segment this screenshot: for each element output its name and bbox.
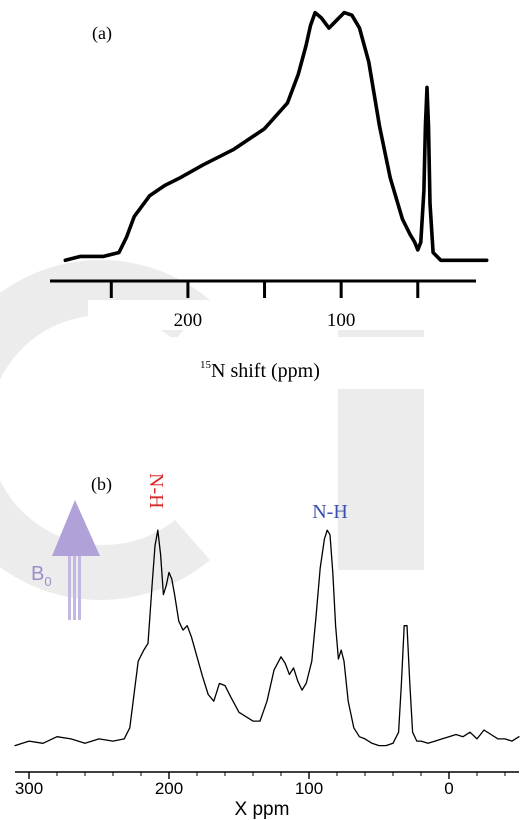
panel-a-tick-labels: 200 100 [174,310,356,331]
panel-a-xlabel: 15N shift (ppm) [200,359,320,382]
panel-a-label: (a) [92,23,112,44]
panel-b-tick-labels: 300 200 100 0 [15,779,454,798]
annotation-nh-blue: N-H [312,501,348,523]
panel-a-xlabel-mask [76,337,424,389]
panel-a-x-axis [50,279,476,298]
x-tick-label: 200 [174,310,203,331]
b0-label-sub: 0 [44,574,51,589]
panel-b-label: (b) [91,474,112,495]
x-tick-label: 200 [155,779,183,798]
x-tick-label: 0 [444,779,453,798]
x-tick-label: 100 [295,779,323,798]
panel-b-plot [14,529,520,747]
panel-a-plot [63,10,489,263]
panel-b-x-axis [15,771,519,779]
x-tick-label: 100 [327,310,356,331]
b0-field-arrow-icon [52,500,100,620]
panel-a-label-mask [88,300,424,330]
panel-b-series-line [14,529,520,747]
panel-a-xlabel-text: N shift (ppm) [211,360,320,382]
x-tick-label: 300 [15,779,43,798]
b0-label: B0 [31,563,52,589]
panel-b-xlabel: X ppm [235,799,290,820]
panel-a-series-line [63,10,489,263]
panel-a-xlabel-sup: 15 [200,359,212,371]
annotation-nh-red: N-H [145,473,167,509]
b0-label-main: B [31,563,44,585]
